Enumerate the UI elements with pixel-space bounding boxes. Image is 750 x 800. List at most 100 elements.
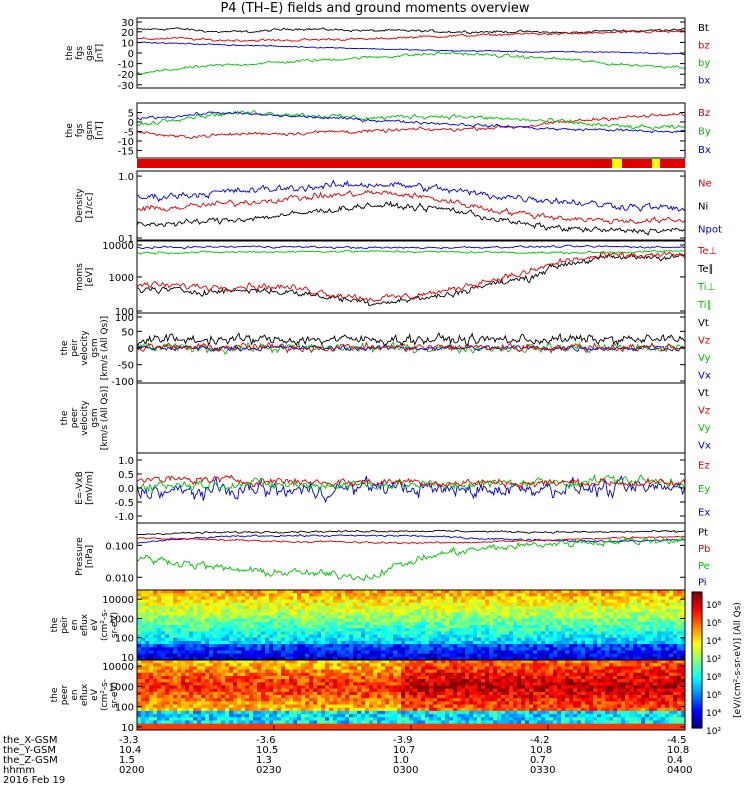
xaxis-row-value: 0.4: [667, 755, 683, 766]
ylabel-line: Density: [75, 188, 85, 223]
ylabel-line: gsm: [90, 408, 100, 427]
series-bx-line: [136, 111, 686, 134]
ytick-label: 0.0: [118, 484, 134, 495]
xaxis-row-value: 0330: [530, 765, 555, 776]
legend-pe: Pe: [698, 561, 710, 572]
ytick-label: -30: [118, 81, 134, 92]
ylabel-line: [nT]: [95, 44, 105, 62]
legend-bz: Bz: [698, 108, 710, 119]
ytick-label: 100: [115, 307, 134, 318]
legend-pb: Pb: [698, 544, 710, 555]
legend-vy: Vy: [698, 423, 711, 434]
panel-1: [136, 17, 686, 89]
ylabel-line: en: [70, 689, 80, 700]
ylabel-line: (cm²-s-: [100, 609, 110, 641]
legend-bx: bx: [698, 75, 710, 86]
series-pi-line: [136, 533, 686, 544]
legend-te: Te⊥: [697, 246, 717, 257]
legend-ey: Ey: [698, 484, 710, 495]
colorbar: [691, 591, 703, 729]
ylabel-line: (cm²-s-: [100, 679, 110, 711]
legend-vt: Vt: [698, 318, 709, 329]
series-bx-line: [136, 41, 686, 55]
xaxis-row-label: the_X-GSM: [3, 735, 57, 746]
panel-4: [136, 240, 686, 314]
ytick-label: -0.5: [114, 498, 134, 509]
series-pe-line: [136, 536, 686, 582]
ytick-label: 0.010: [105, 573, 134, 584]
ylabel-line: [nT]: [95, 121, 105, 139]
xaxis-row-value: 10.7: [393, 745, 415, 756]
series-pt-line: [136, 529, 686, 536]
legend-npot: Npot: [698, 225, 722, 236]
ylabel-line: peer: [70, 407, 80, 428]
ylabel-line: E=-VxB: [75, 471, 85, 505]
xaxis-row-value: 10.8: [667, 745, 689, 756]
ytick-label: 30: [121, 18, 134, 29]
panel-2: [136, 102, 686, 159]
ylabel-line: the: [60, 410, 70, 425]
legend-vx: Vx: [698, 370, 711, 381]
ytick-label: 100: [115, 703, 134, 714]
legend-vx: Vx: [698, 440, 711, 451]
ytick-label: 50: [121, 327, 134, 338]
series-vt-line: [136, 332, 686, 347]
xaxis-row-value: 1.0: [393, 755, 409, 766]
legend-ti: Ti∥: [697, 300, 712, 311]
ytick-label: 0: [128, 344, 134, 355]
ylabel-line: the: [60, 340, 70, 355]
ytick-label: 100: [115, 313, 134, 324]
ytick-label: 1000: [109, 273, 134, 284]
flag-bar: [137, 159, 685, 168]
ytick-label: -10: [118, 137, 134, 148]
ytick-label: 0.5: [118, 470, 134, 481]
colorbar-tick: 10⁶: [706, 691, 721, 701]
xaxis-row-label: the_Y-GSM: [3, 745, 56, 756]
colorbar-tick: 10²: [706, 727, 721, 737]
xaxis-row-label: the_Z-GSM: [3, 755, 58, 766]
legend-vz: Vz: [698, 335, 710, 346]
ylabel-line: gse: [85, 45, 95, 61]
ytick-label: 10: [121, 653, 134, 664]
xaxis-row-value: 10.8: [530, 745, 552, 756]
legend-te: Te∥: [697, 264, 714, 275]
colorbar-tick: 10²: [706, 655, 721, 665]
ytick-label: -10: [118, 60, 134, 71]
ylabel-line: the: [50, 617, 60, 632]
xaxis-row-value: -3.6: [256, 735, 276, 746]
colorbar-tick: 10⁴: [706, 637, 721, 647]
xaxis-row-label: hhmm: [3, 765, 35, 776]
ylabel-line: fgs: [75, 46, 85, 60]
colorbar-tick: 10⁴: [706, 709, 721, 719]
legend-vy: Vy: [698, 353, 711, 364]
legend-bt: Bt: [698, 23, 709, 34]
ylabel-line: peer: [60, 684, 70, 705]
ytick-label: -100: [111, 377, 134, 388]
xaxis-row-value: 1.5: [119, 755, 135, 766]
ytick-label: 0: [128, 118, 134, 129]
ylabel-line: the: [50, 687, 60, 702]
xaxis-row-value: 0300: [393, 765, 418, 776]
ylabel-line: sr-eV): [110, 682, 120, 708]
series-te-line: [136, 251, 686, 302]
series-by-line: [136, 51, 686, 76]
series-ex-line: [136, 475, 686, 504]
ytick-label: -15: [118, 146, 134, 157]
colorbar-label: [eV/(cm²-s-sr-eV)] (All Qs): [733, 602, 743, 718]
ytick-label: -50: [118, 361, 134, 372]
panel-5: [136, 312, 686, 384]
ylabel-line: [mV/m]: [85, 471, 95, 505]
ytick-label: 100: [115, 634, 134, 645]
ytick-label: -20: [118, 70, 134, 81]
panel-3: [136, 170, 686, 241]
xaxis-row-value: -4.2: [530, 735, 550, 746]
panel-10: [136, 659, 686, 731]
xaxis-row-value: -4.5: [667, 735, 687, 746]
x-axis: [136, 725, 686, 730]
series-te-line: [136, 252, 686, 307]
ytick-label: 10000: [102, 662, 134, 673]
legend-ez: Ez: [698, 461, 710, 472]
panel-9: [136, 589, 686, 661]
ylabel-line: Pressure: [75, 537, 85, 576]
